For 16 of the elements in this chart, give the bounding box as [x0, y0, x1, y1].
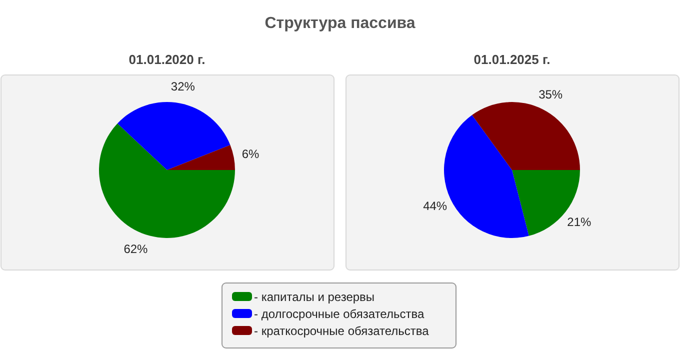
data-label: 6%: [242, 147, 260, 162]
data-label: 21%: [567, 215, 592, 230]
pie-slice: [167, 144, 235, 170]
pie-slice: [117, 102, 230, 170]
chart-subtitle: 01.01.2025 г.: [474, 52, 550, 67]
legend-label: - краткосрочные обязательства: [254, 324, 430, 338]
chart-subtitle: 01.01.2020 г.: [128, 52, 206, 67]
pie-slice: [99, 123, 235, 238]
legend-label: - капиталы и резервы: [254, 290, 375, 304]
data-label: 32%: [170, 80, 196, 94]
legend-label: - долгосрочные обязательства: [254, 307, 424, 321]
data-label: 62%: [124, 242, 148, 256]
pie-slice: [472, 102, 580, 170]
chart-title: Структура пассива: [264, 15, 416, 32]
data-label: 35%: [538, 87, 563, 102]
data-label: 44%: [423, 199, 448, 214]
